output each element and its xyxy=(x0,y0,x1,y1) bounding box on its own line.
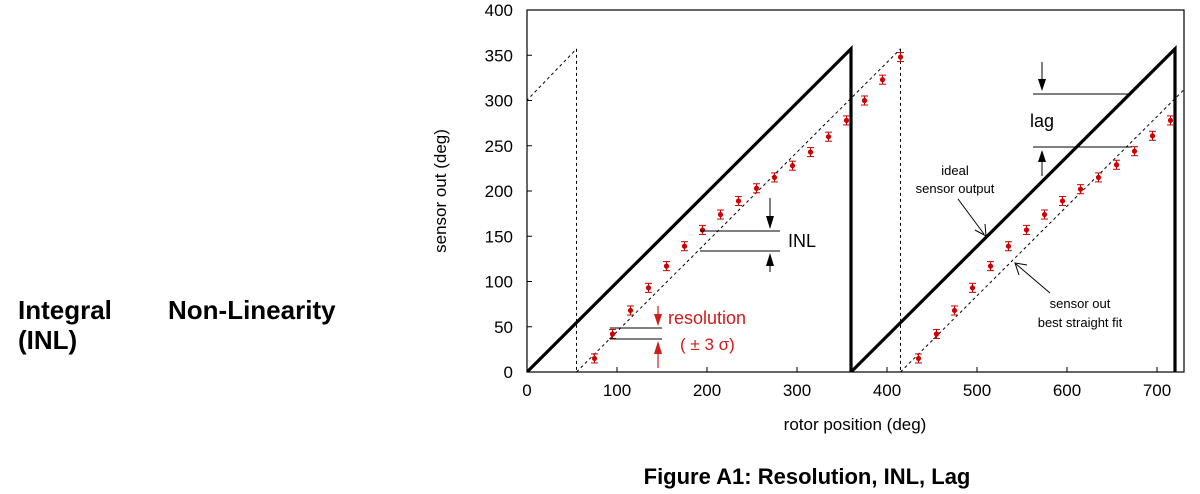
inl-arrow-top-head xyxy=(766,216,774,229)
y-tick-label: 150 xyxy=(485,227,513,246)
ideal-callout-arrowhead xyxy=(974,223,987,237)
measured-point xyxy=(951,305,958,316)
measured-point xyxy=(969,282,976,293)
sigma-label: ( ± 3 σ) xyxy=(680,335,735,354)
resolution-label: resolution xyxy=(668,308,746,328)
resolution-arrow-top-head xyxy=(654,314,662,326)
measured-point xyxy=(681,241,688,252)
measured-point xyxy=(609,328,616,340)
measured-point xyxy=(1113,159,1120,170)
measured-point xyxy=(1167,115,1174,126)
y-tick-label: 350 xyxy=(485,46,513,65)
measured-point xyxy=(933,328,940,340)
measured-point xyxy=(915,353,922,364)
fit-label-line1: sensor out xyxy=(1050,296,1111,311)
x-tick-label: 100 xyxy=(603,381,631,400)
measured-point xyxy=(699,224,706,235)
measured-point xyxy=(627,305,634,316)
measured-point xyxy=(771,172,778,183)
x-tick-label: 200 xyxy=(693,381,721,400)
side-title-integral: Integral xyxy=(18,295,112,325)
measured-point xyxy=(807,147,814,158)
measured-point xyxy=(717,209,724,220)
y-tick-label: 300 xyxy=(485,92,513,111)
measured-point xyxy=(1059,195,1066,206)
fit-callout-line xyxy=(1015,263,1051,294)
inl-arrow-bottom-head xyxy=(766,253,774,266)
measured-point xyxy=(1005,241,1012,252)
measured-point xyxy=(825,131,832,142)
x-tick-label: 700 xyxy=(1143,381,1171,400)
measured-point xyxy=(1131,146,1138,157)
x-tick-label: 600 xyxy=(1053,381,1081,400)
x-tick-label: 0 xyxy=(522,381,531,400)
ideal-label-line1: ideal xyxy=(941,163,969,178)
figure-caption: Figure A1: Resolution, INL, Lag xyxy=(643,464,971,489)
measured-point xyxy=(879,74,886,85)
y-tick-label: 0 xyxy=(504,363,513,382)
x-tick-label: 300 xyxy=(783,381,811,400)
x-axis-label: rotor position (deg) xyxy=(784,415,927,434)
lag-label: lag xyxy=(1030,111,1054,131)
measured-point xyxy=(861,95,868,106)
y-tick-label: 100 xyxy=(485,273,513,292)
measured-point xyxy=(735,195,742,206)
ideal-callout-line xyxy=(957,198,985,235)
y-tick-label: 250 xyxy=(485,137,513,156)
best-fit-segment-2 xyxy=(900,89,1184,372)
lag-arrow-bottom-head xyxy=(1038,150,1046,162)
x-tick-label: 500 xyxy=(963,381,991,400)
best-fit-segment-0 xyxy=(527,48,577,101)
side-title-inl: (INL) xyxy=(18,325,78,355)
measured-point xyxy=(753,183,760,194)
best-fit-segment-1 xyxy=(576,48,901,372)
measured-point xyxy=(591,353,598,364)
measured-point xyxy=(1095,172,1102,183)
measured-point xyxy=(789,160,796,171)
measured-point xyxy=(987,261,994,272)
y-tick-label: 400 xyxy=(485,1,513,20)
measured-point xyxy=(1023,224,1030,235)
measured-point xyxy=(663,261,670,272)
measured-point xyxy=(843,115,850,126)
measured-point xyxy=(897,52,904,63)
inl-label: INL xyxy=(788,231,816,251)
measured-point xyxy=(645,282,652,293)
resolution-arrow-bottom-head xyxy=(654,341,662,354)
ideal-sensor-output-line xyxy=(527,45,1177,372)
ideal-label-line2: sensor output xyxy=(916,181,995,196)
y-axis-label: sensor out (deg) xyxy=(431,129,450,253)
side-title-nonlinearity: Non-Linearity xyxy=(168,295,336,325)
x-tick-label: 400 xyxy=(873,381,901,400)
measured-point xyxy=(1149,130,1156,141)
fit-label-line2: best straight fit xyxy=(1038,315,1123,330)
y-tick-label: 200 xyxy=(485,182,513,201)
fit-callout-arrowhead xyxy=(1014,262,1028,276)
measured-point xyxy=(1077,184,1084,195)
measured-point xyxy=(1041,209,1048,220)
y-tick-label: 50 xyxy=(494,318,513,337)
lag-arrow-top-head xyxy=(1038,79,1046,91)
